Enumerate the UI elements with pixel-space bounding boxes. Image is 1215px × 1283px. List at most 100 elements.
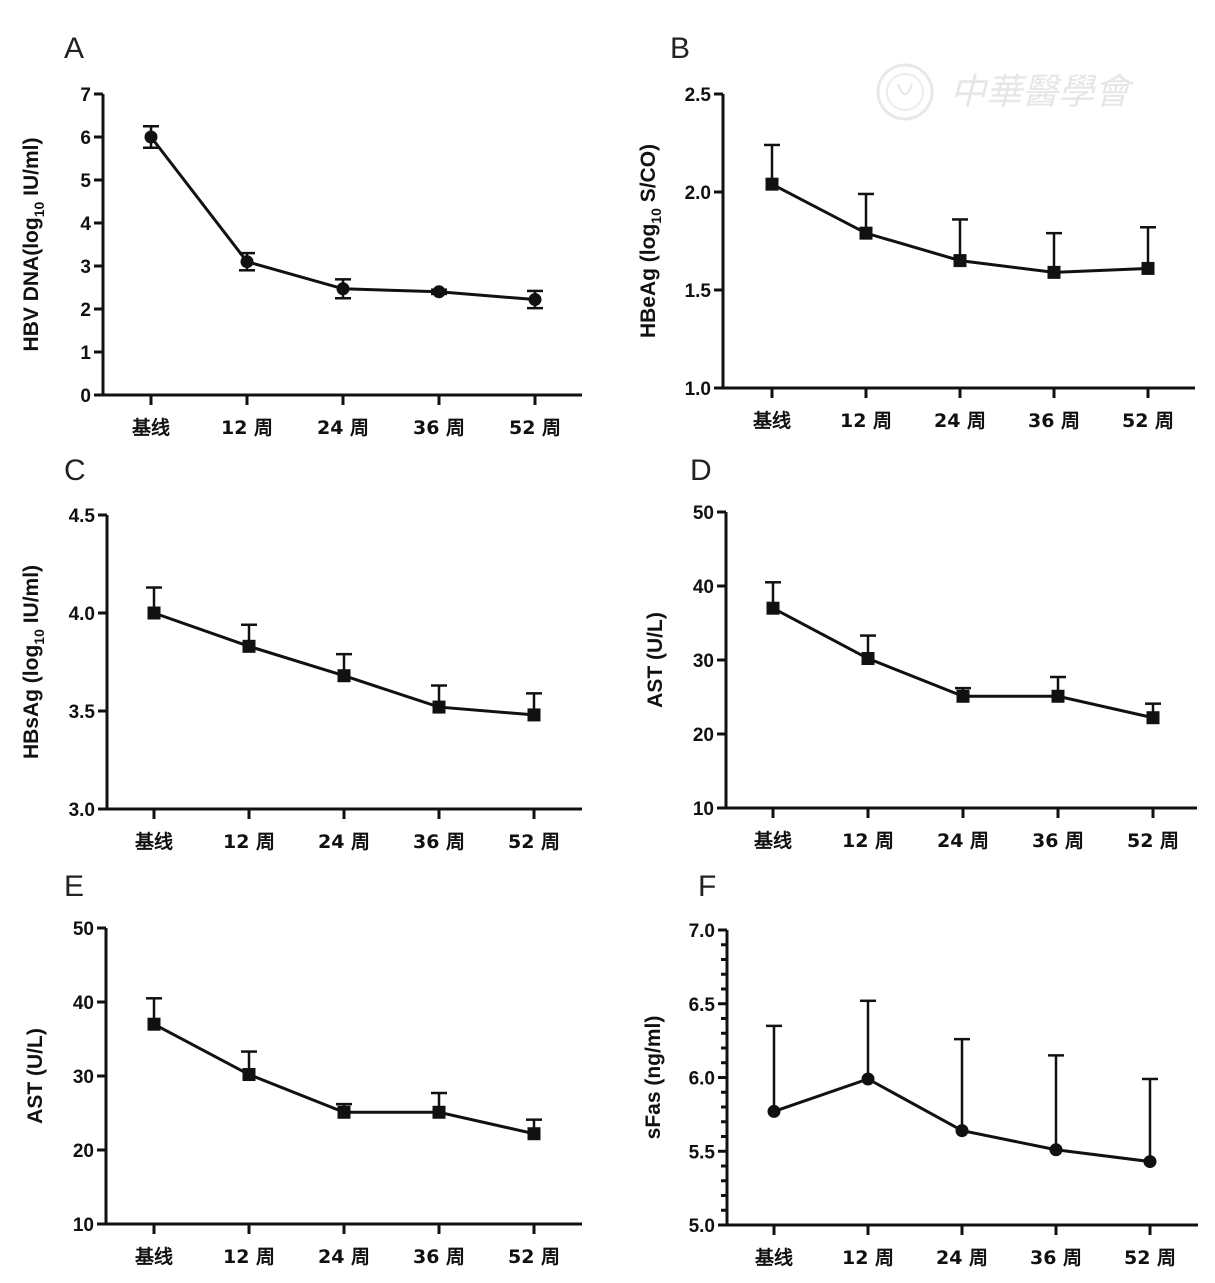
data-point xyxy=(432,285,446,299)
y-axis-label: HBsAg (log10 IU/ml) xyxy=(20,565,47,759)
data-point xyxy=(859,226,873,240)
y-tick-label: 1 xyxy=(80,343,91,364)
panel-letter: E xyxy=(64,870,84,903)
data-point xyxy=(147,1017,161,1031)
data-point xyxy=(1051,689,1065,703)
panel-f: F 5.0 5.5 6.0 6.5 7.0 基线 12 周 24 周 36 周 52 周 sFas (… xyxy=(642,870,1198,1269)
data-point xyxy=(242,639,256,653)
y-axis-label-unit: S/CO) xyxy=(637,144,660,208)
x-tick-label: 52 周 xyxy=(509,417,561,439)
data-point xyxy=(861,1072,875,1086)
panel-letter: F xyxy=(698,870,716,903)
y-tick-label: 50 xyxy=(693,503,714,524)
x-tick-label: 24 周 xyxy=(318,831,370,853)
x-tick-label: 12 周 xyxy=(223,831,275,853)
x-tick-label: 36 周 xyxy=(413,1246,465,1268)
x-tick-label: 24 周 xyxy=(317,417,369,439)
data-point xyxy=(240,255,254,269)
y-axis-label-unit: IU/ml) xyxy=(20,138,43,202)
x-tick-label: 基线 xyxy=(753,829,792,852)
y-tick-label: 1.0 xyxy=(685,379,711,400)
data-point xyxy=(336,282,350,296)
y-axis-label-main: sFas (ng/ml) xyxy=(642,1016,665,1140)
y-tick-label: 6 xyxy=(80,128,91,149)
x-tick-label: 基线 xyxy=(131,416,170,439)
y-tick-label: 5.5 xyxy=(689,1142,716,1163)
y-axis-label-subscript: 10 xyxy=(648,208,664,224)
y-axis-label: AST (U/L) xyxy=(24,1028,47,1124)
panel-c: C 3.0 3.5 4.0 4.5 基线 12 周 24 周 36 周 52 周 HBsAg (lo… xyxy=(20,454,582,853)
y-tick-label: 5.0 xyxy=(689,1216,715,1237)
data-point xyxy=(144,130,158,144)
panel-letter: A xyxy=(64,32,84,65)
x-tick-label: 12 周 xyxy=(221,417,273,439)
y-tick-label: 4 xyxy=(80,214,91,235)
y-tick-label: 40 xyxy=(73,993,94,1014)
x-tick-label: 12 周 xyxy=(842,830,894,852)
x-tick-label: 36 周 xyxy=(413,831,465,853)
data-point xyxy=(1143,1155,1157,1169)
y-tick-label: 6.0 xyxy=(689,1069,715,1090)
y-axis-label-main: HBV DNA(log xyxy=(20,217,43,351)
watermark-text: 中華醫學會 xyxy=(950,72,1135,113)
y-tick-label: 50 xyxy=(73,919,94,940)
x-tick-label: 12 周 xyxy=(840,410,892,432)
y-tick-label: 4.0 xyxy=(69,604,95,625)
data-point xyxy=(432,700,446,714)
x-tick-label: 36 周 xyxy=(1028,410,1080,432)
y-tick-label: 30 xyxy=(73,1067,94,1088)
y-axis-label-main: AST (U/L) xyxy=(24,1028,47,1124)
y-axis-label: AST (U/L) xyxy=(644,612,667,708)
data-point xyxy=(242,1068,256,1082)
watermark: 中華醫學會 xyxy=(876,63,1135,121)
y-tick-label: 2 xyxy=(80,300,91,321)
panel-b: B 1.0 1.5 2.0 2.5 基线 12 周 24 周 36 周 52 周 HBeAg (lo… xyxy=(637,32,1195,432)
data-point xyxy=(956,689,970,703)
data-point xyxy=(861,652,875,666)
panel-letter: C xyxy=(64,454,86,487)
x-tick-label: 24 周 xyxy=(937,830,989,852)
y-tick-label: 30 xyxy=(693,651,714,672)
y-tick-label: 20 xyxy=(693,725,714,746)
panel-letter: B xyxy=(670,32,690,65)
x-tick-label: 基线 xyxy=(134,1245,173,1268)
y-axis-label-main: HBsAg (log xyxy=(20,645,43,759)
x-tick-label: 52 周 xyxy=(508,831,560,853)
data-point xyxy=(953,254,967,268)
y-tick-label: 5 xyxy=(80,171,91,192)
y-axis-label: HBeAg (log10 S/CO) xyxy=(637,144,664,338)
y-tick-label: 3.0 xyxy=(69,800,95,821)
data-point xyxy=(1049,1143,1063,1157)
y-axis-label-subscript: 10 xyxy=(31,629,47,645)
x-tick-label: 36 周 xyxy=(1032,830,1084,852)
y-tick-label: 4.5 xyxy=(69,506,96,527)
y-tick-label: 2.5 xyxy=(685,85,712,106)
y-axis-label-main: HBeAg (log xyxy=(637,224,660,338)
data-point xyxy=(337,1105,351,1119)
data-point xyxy=(955,1124,969,1138)
y-axis-label: HBV DNA(log10 IU/ml) xyxy=(20,138,47,352)
data-point xyxy=(147,606,161,620)
x-tick-label: 24 周 xyxy=(934,410,986,432)
x-tick-label: 52 周 xyxy=(1127,830,1179,852)
panel-a: A 0 1 2 3 4 5 6 7 基线 12 周 24 周 36 周 52 周 HBV DNA(log10… xyxy=(20,32,582,439)
y-tick-label: 40 xyxy=(693,577,714,598)
data-point xyxy=(765,177,779,191)
series-line xyxy=(149,136,536,302)
x-tick-label: 基线 xyxy=(752,409,791,432)
y-tick-label: 10 xyxy=(73,1215,94,1236)
data-point xyxy=(767,1104,781,1118)
y-tick-label: 2.0 xyxy=(685,183,711,204)
data-point xyxy=(528,293,542,307)
y-tick-label: 20 xyxy=(73,1141,94,1162)
y-axis-label: sFas (ng/ml) xyxy=(642,1016,665,1140)
x-tick-label: 12 周 xyxy=(842,1247,894,1269)
x-tick-label: 52 周 xyxy=(508,1246,560,1268)
x-tick-label: 52 周 xyxy=(1122,410,1174,432)
data-point xyxy=(432,1105,446,1119)
seal-emblem-icon xyxy=(876,63,934,121)
x-tick-label: 24 周 xyxy=(318,1246,370,1268)
x-tick-label: 36 周 xyxy=(1030,1247,1082,1269)
panel-d: D 10 20 30 40 50 基线 12 周 24 周 36 周 52 周 AST (U/L) xyxy=(644,454,1197,852)
data-point xyxy=(1141,261,1155,275)
